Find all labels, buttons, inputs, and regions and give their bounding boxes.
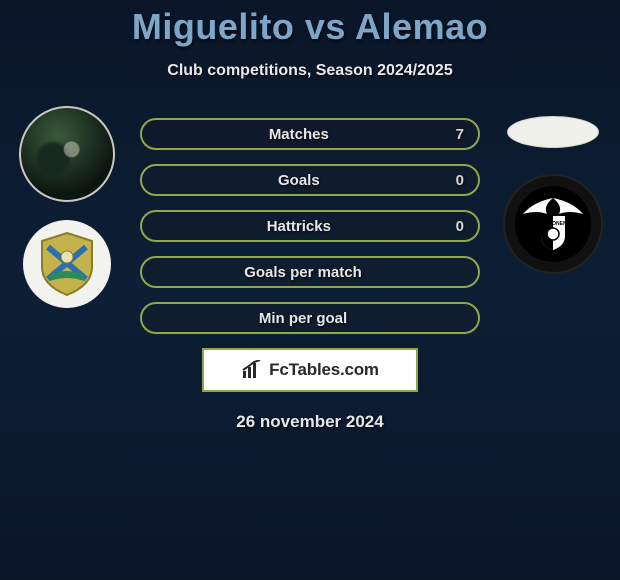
stat-row-min-per-goal: Min per goal (140, 302, 480, 334)
branding-badge[interactable]: FcTables.com (202, 348, 418, 392)
date: 26 november 2024 (0, 412, 620, 432)
stat-value-right: 0 (456, 172, 478, 189)
stat-label: Goals (142, 172, 456, 189)
stat-label: Goals per match (142, 264, 464, 281)
stat-value-right: 0 (456, 218, 478, 235)
bar-chart-icon (241, 360, 263, 380)
stat-label: Hattricks (142, 218, 456, 235)
stat-row-hattricks: Hattricks 0 (140, 210, 480, 242)
stat-value-right: 7 (456, 126, 478, 143)
branding-text: FcTables.com (269, 360, 379, 380)
page-title: Miguelito vs Alemao (0, 0, 620, 48)
stat-row-goals-per-match: Goals per match (140, 256, 480, 288)
stat-label: Min per goal (142, 310, 464, 327)
stat-row-matches: Matches 7 (140, 118, 480, 150)
stat-row-goals: Goals 0 (140, 164, 480, 196)
stat-label: Matches (142, 126, 456, 143)
subtitle: Club competitions, Season 2024/2025 (0, 62, 620, 80)
stats-container: Matches 7 Goals 0 Hattricks 0 Goals per … (0, 118, 620, 432)
